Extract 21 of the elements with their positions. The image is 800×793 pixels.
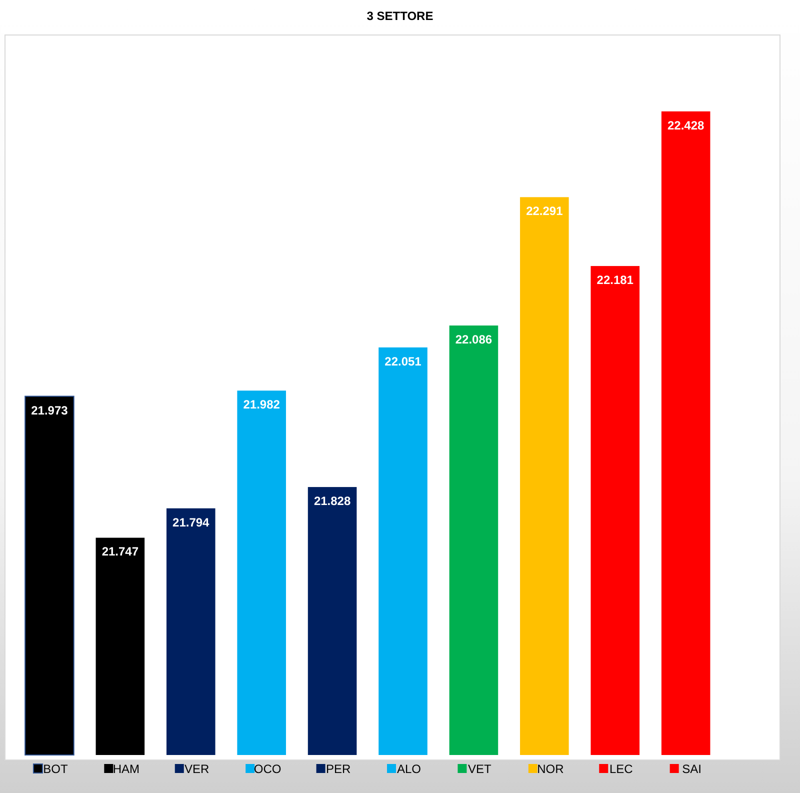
data-label: 22.291 [526,204,564,218]
x-tick-label: VET [468,762,492,776]
x-tick-label: BOT [43,762,68,776]
data-label: 22.086 [455,332,492,347]
x-tick-label: OCO [254,762,282,776]
x-tick-label: SAI [682,762,702,776]
chart-title: 3 SETTORE [366,9,434,23]
x-tick-label: NOR [537,762,564,776]
x-tick-label: ALO [396,762,422,776]
x-tick-label: LEC [609,762,634,776]
x-tick-label: HAM [112,762,140,776]
x-tick-label: PER [326,762,351,776]
data-label: 21.828 [314,494,351,508]
data-label: 21.747 [102,544,139,559]
data-label: 22.428 [667,118,705,132]
x-tick-label: VER [184,762,210,776]
data-label: 21.794 [172,515,210,530]
data-label: 21.973 [31,403,68,418]
data-label: 21.982 [243,398,280,412]
data-label: 22.051 [384,354,422,368]
data-label: 22.181 [596,273,634,288]
